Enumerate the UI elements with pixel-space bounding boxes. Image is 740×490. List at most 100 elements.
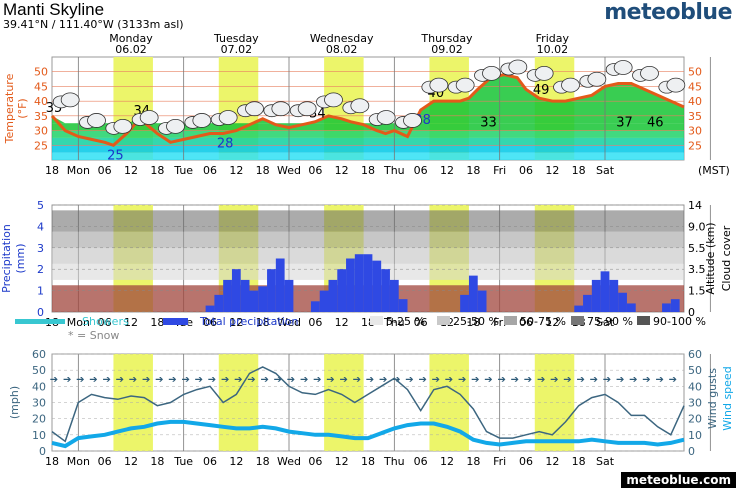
x-tick-label: 06: [203, 164, 217, 177]
altitude-axis-title: Altitude (km): [704, 222, 717, 294]
wind-direction-arrow: ➔: [563, 374, 571, 385]
wind-direction-arrow: ➔: [524, 374, 532, 385]
wind-plot-area: [51, 353, 685, 452]
wind-direction-arrow: ➔: [471, 374, 479, 385]
temperature-axis-unit: (°F): [16, 98, 29, 118]
cloud-icon-part: [113, 118, 133, 134]
x-tick-label: 18: [45, 164, 59, 177]
precipitation-bar: [284, 279, 294, 312]
temperature-band: [52, 137, 684, 146]
day-name-label: Thursday: [420, 32, 473, 45]
wind-direction-arrow: ➔: [50, 374, 58, 385]
cloud-legend-swatch: [637, 316, 650, 325]
x-tick-label: 18: [150, 316, 164, 329]
precipitation-bar: [328, 279, 338, 312]
cloud-icon: [447, 77, 475, 94]
wind-direction-arrow: ➔: [300, 374, 308, 385]
precipitation-bar: [574, 305, 584, 312]
temperature-tick-label-left: 45: [34, 80, 48, 93]
day-band: [534, 354, 575, 451]
x-tick-label: 06: [414, 164, 428, 177]
cloud-icon-part: [324, 92, 343, 108]
cloud-icon-part: [613, 60, 633, 75]
cloud-icon: [131, 110, 159, 126]
cloud-icon: [500, 59, 528, 76]
x-tick-label: 06: [414, 316, 428, 329]
precipitation-bar: [310, 301, 320, 312]
cloud-legend-swatch: [504, 316, 517, 325]
cloud-icon-part: [350, 98, 370, 114]
wind-direction-arrow: ➔: [76, 374, 84, 385]
cloud-icon-part: [534, 65, 554, 81]
temperature-band: [52, 130, 684, 138]
wind-direction-arrow: ➔: [116, 374, 124, 385]
x-tick-label: 18: [150, 164, 164, 177]
cloud-icon-part: [271, 101, 291, 117]
precipitation-bar: [319, 290, 329, 312]
cloud-icon-part: [482, 65, 501, 81]
cloud-icon: [368, 110, 396, 126]
day-date-label: 08.02: [326, 43, 358, 56]
x-tick-label: 18: [45, 455, 59, 468]
cloud-icon-part: [218, 110, 238, 125]
x-tick-label: 12: [545, 455, 559, 468]
wind-direction-arrow: ➔: [89, 374, 97, 385]
cloud-icon-part: [376, 110, 396, 125]
day-date-label: 06.02: [115, 43, 147, 56]
day-name-label: Monday: [109, 32, 153, 45]
precipitation-bar: [670, 299, 680, 312]
wind-direction-arrow: ➔: [339, 374, 347, 385]
cloud-icon: [605, 60, 633, 76]
wind-tick-label-left: 40: [32, 380, 46, 393]
cloud-legend-label: 5-25 %: [386, 315, 425, 328]
cloud-cover-layer: [52, 231, 684, 248]
precipitation-axis-unit: (mm): [14, 243, 27, 273]
x-tick-label: Fri: [493, 316, 506, 329]
wind-tick-label-right: 40: [688, 380, 702, 393]
wind-direction-arrow: ➔: [353, 374, 361, 385]
cloud-icon-part: [166, 118, 185, 134]
x-tick-label: 18: [256, 316, 270, 329]
wind-direction-arrow: ➔: [405, 374, 413, 385]
precipitation-bar: [337, 269, 347, 312]
wind-tick-label-right: 30: [688, 397, 702, 410]
cloud-icon: [184, 113, 212, 129]
cloud-legend-label: 50-75 %: [520, 315, 566, 328]
x-tick-label: Mon: [67, 316, 90, 329]
wind-direction-arrow: ➔: [537, 374, 545, 385]
cloud-icon: [579, 71, 607, 88]
wind-direction-arrow: ➔: [102, 374, 110, 385]
cloud-legend-label: 25-50 %: [453, 315, 499, 328]
precipitation-bar: [609, 279, 619, 312]
brand-logo[interactable]: meteoblue: [604, 0, 732, 25]
wind-direction-arrow: ➔: [616, 374, 624, 385]
precipitation-bar: [381, 269, 390, 312]
wind-direction-arrow: ➔: [129, 374, 137, 385]
wind-direction-arrow: ➔: [458, 374, 466, 385]
wind-direction-arrow: ➔: [497, 374, 505, 385]
day-date-label: 09.02: [431, 43, 463, 56]
wind-tick-label-left: 30: [32, 397, 46, 410]
x-tick-label: 12: [440, 164, 454, 177]
wind-direction-arrow: ➔: [379, 374, 387, 385]
temperature-annotation: 49: [533, 83, 550, 98]
x-tick-label: 12: [440, 455, 454, 468]
precipitation-tick-label: 3: [37, 242, 44, 255]
x-tick-label: 12: [229, 455, 243, 468]
wind-direction-arrow: ➔: [642, 374, 650, 385]
precipitation-bar: [231, 269, 241, 312]
x-tick-label: Mon: [67, 164, 90, 177]
x-tick-label: 06: [98, 164, 112, 177]
precipitation-tick-label: 5: [37, 199, 44, 212]
cloud-icon: [342, 98, 370, 115]
precipitation-bar: [354, 254, 364, 312]
footer-brand[interactable]: meteoblue.com: [621, 472, 736, 488]
altitude-tick-label: 14: [688, 199, 702, 212]
temperature-axis-title: Temperature: [3, 73, 16, 144]
wind-direction-arrow: ➔: [484, 374, 492, 385]
cloud-icon-part: [587, 71, 607, 87]
precipitation-bar: [372, 260, 382, 312]
x-tick-label: 12: [124, 455, 138, 468]
